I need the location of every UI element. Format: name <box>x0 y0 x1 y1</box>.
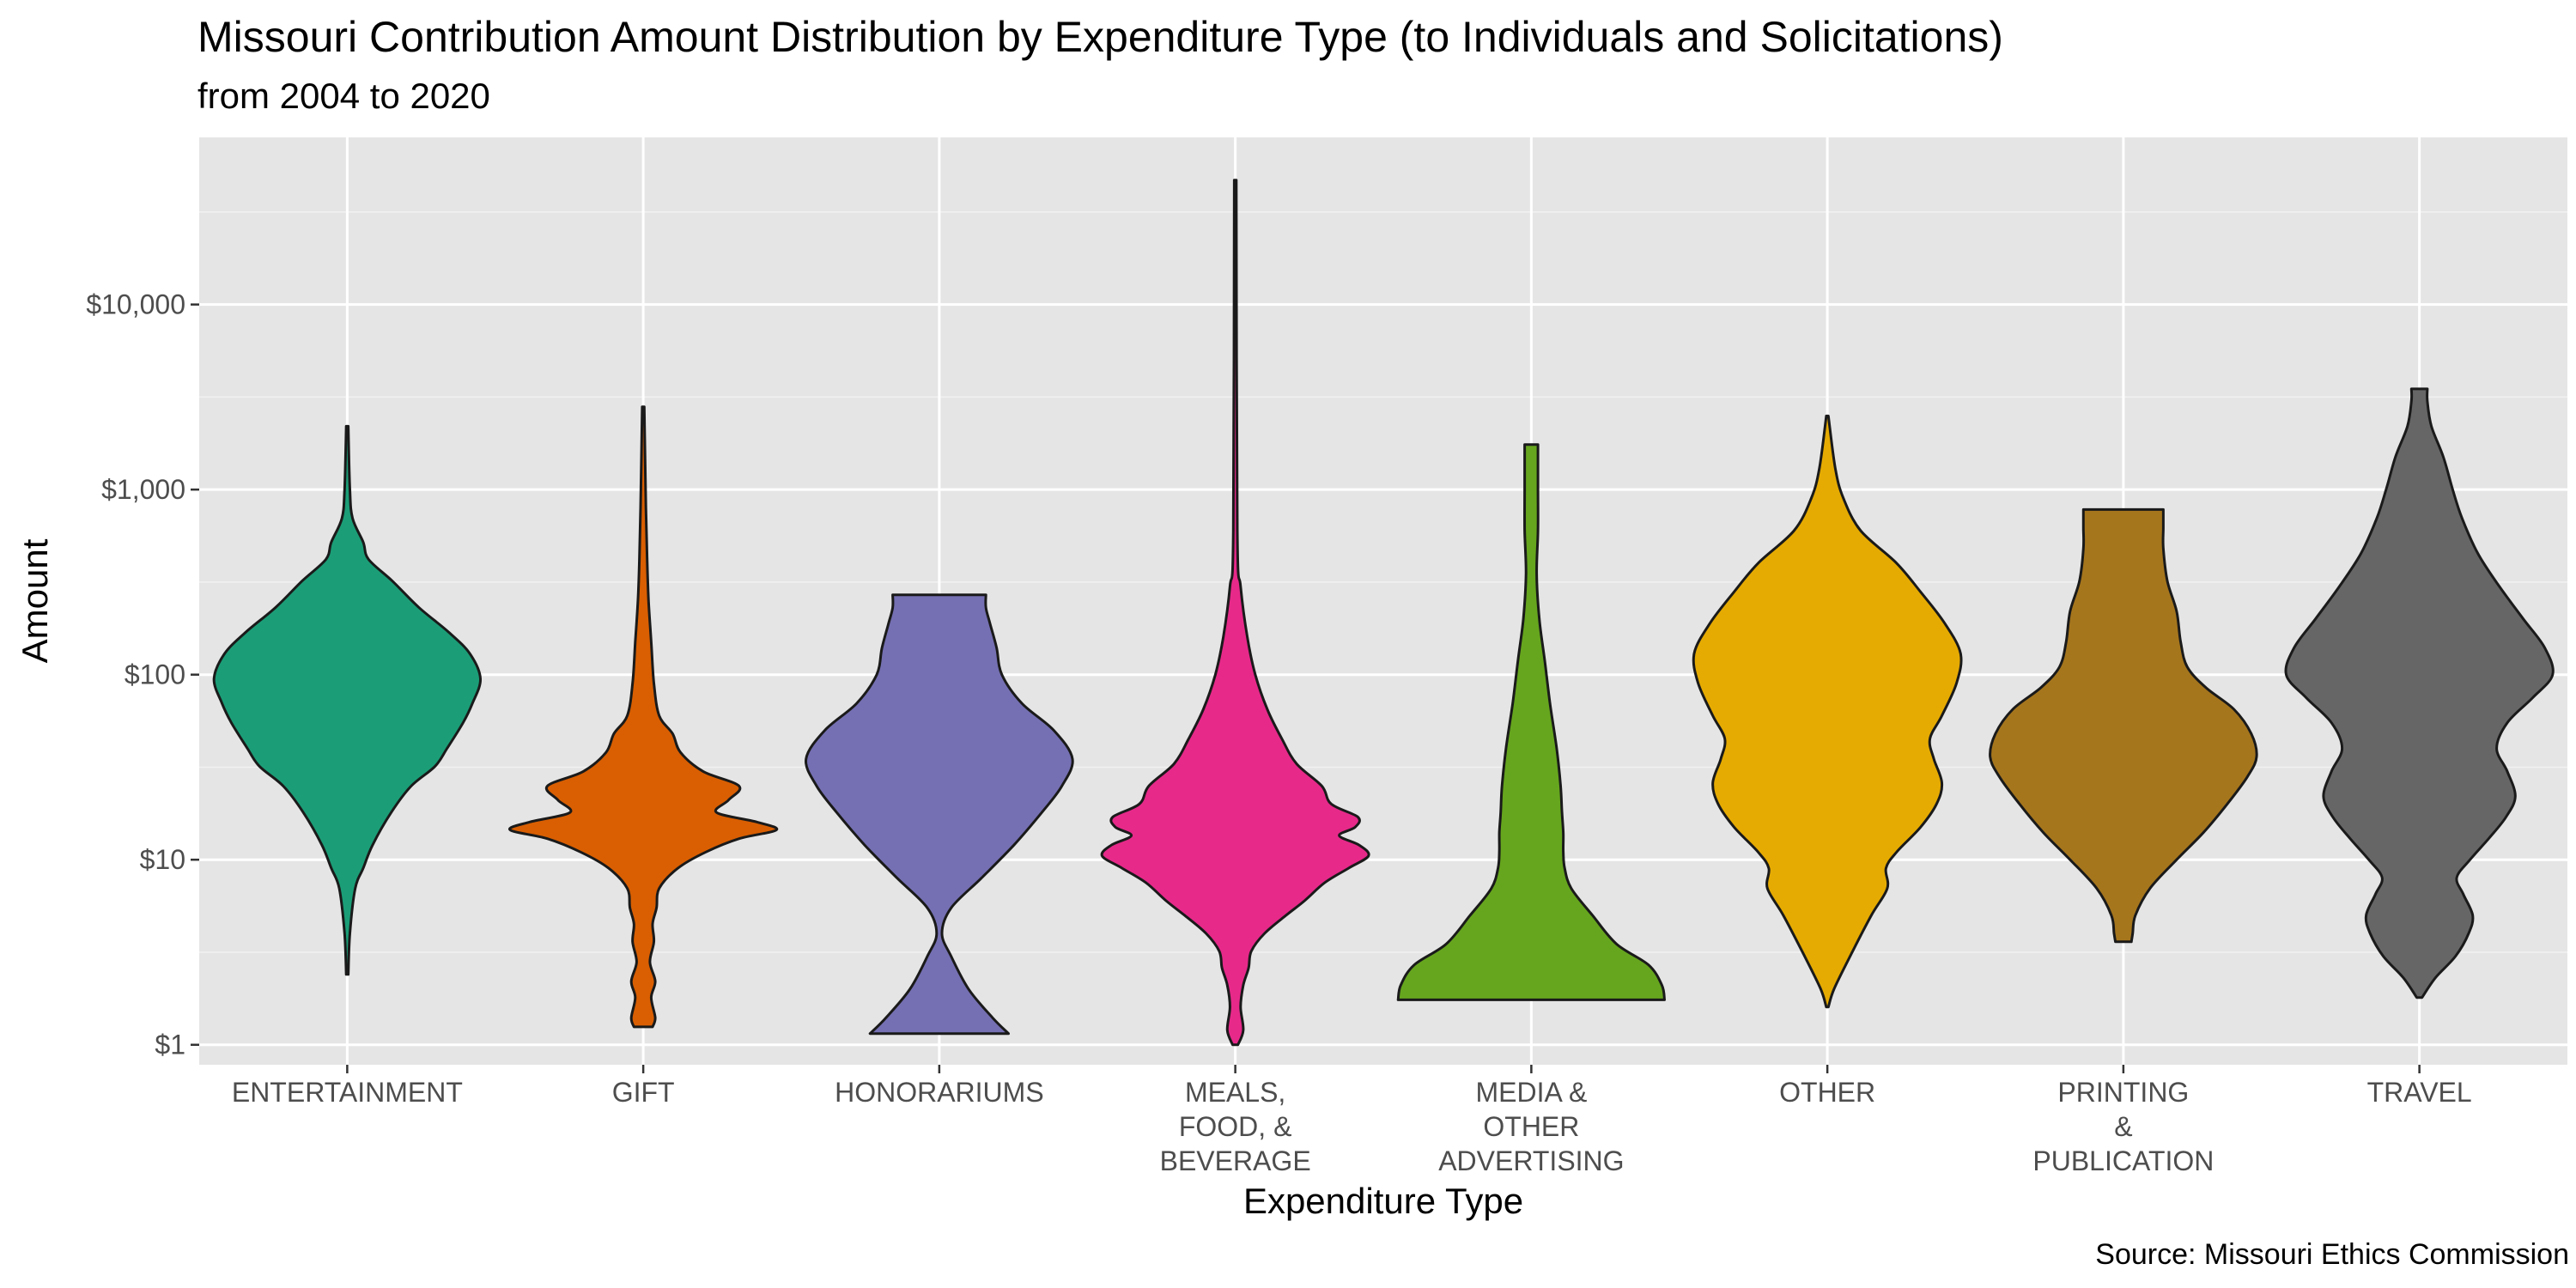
x-tick-label: HONORARIUMS <box>835 1077 1044 1108</box>
x-tick-label-line: MEALS, <box>1185 1077 1285 1108</box>
x-tick-label: MEALS, FOOD, & BEVERAGE <box>1160 1077 1311 1176</box>
x-tick-label: GIFT <box>612 1077 675 1108</box>
y-tick-label: $10 <box>140 844 185 875</box>
x-tick-label-line: ADVERTISING <box>1438 1145 1624 1176</box>
x-tick-label-line: ENTERTAINMENT <box>232 1077 463 1108</box>
violin-gift <box>508 405 779 1029</box>
x-tick-label: ENTERTAINMENT <box>232 1077 463 1108</box>
y-tick-label: $10,000 <box>86 289 185 320</box>
plot-panel <box>199 137 2567 1065</box>
violin-layer <box>212 179 2555 1047</box>
x-tick-label: OTHER <box>1779 1077 1875 1108</box>
chart-caption: Source: Missouri Ethics Commission <box>2095 1238 2569 1271</box>
violin-honorariums <box>805 593 1074 1036</box>
violin-entertainment <box>212 424 483 976</box>
x-tick-label: PRINTING & PUBLICATION <box>2032 1077 2214 1176</box>
x-tick-label-line: BEVERAGE <box>1160 1145 1311 1176</box>
violin-other <box>1692 414 1963 1009</box>
violin-meals-food-beverage <box>1100 179 1370 1047</box>
violin-printing-publication <box>1989 507 2258 944</box>
violin-media-other-advertising <box>1396 443 1666 1001</box>
x-tick-label-line: PUBLICATION <box>2032 1145 2214 1176</box>
x-tick-label-line: & <box>2114 1111 2132 1142</box>
violin-travel <box>2284 387 2555 999</box>
y-tick-label: $1,000 <box>101 474 185 505</box>
x-tick-label-line: GIFT <box>612 1077 675 1108</box>
x-tick-label: MEDIA & OTHER ADVERTISING <box>1438 1077 1624 1176</box>
chart-title: Missouri Contribution Amount Distributio… <box>197 13 2003 61</box>
x-tick-label-line: PRINTING <box>2057 1077 2189 1108</box>
y-tick-label: $100 <box>125 659 185 690</box>
x-tick-label-line: OTHER <box>1483 1111 1579 1142</box>
x-tick-label: TRAVEL <box>2367 1077 2472 1108</box>
x-tick-label-line: MEDIA & <box>1475 1077 1587 1108</box>
x-axis-title: Expenditure Type <box>1243 1181 1523 1221</box>
x-tick-label-line: FOOD, & <box>1179 1111 1292 1142</box>
chart-subtitle: from 2004 to 2020 <box>197 76 490 116</box>
axis-layer: $1 $10 $100 $1,000 $10,000 ENTERTAINMENT GIFT H… <box>86 289 2471 1176</box>
x-tick-label-line: OTHER <box>1779 1077 1875 1108</box>
y-axis-title: Amount <box>15 538 55 663</box>
y-tick-label: $1 <box>155 1030 185 1060</box>
x-tick-label-line: TRAVEL <box>2367 1077 2472 1108</box>
x-tick-label-line: HONORARIUMS <box>835 1077 1044 1108</box>
